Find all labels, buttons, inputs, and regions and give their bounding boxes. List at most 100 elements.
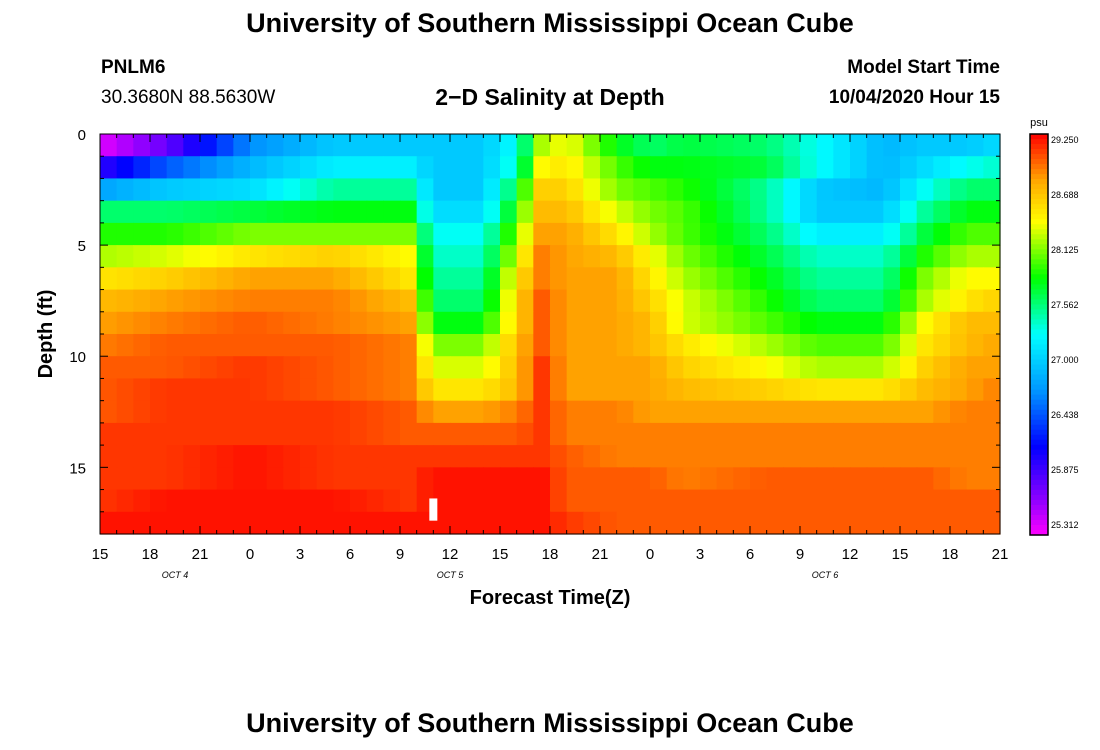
heatmap-cell bbox=[916, 134, 934, 157]
heatmap-cell bbox=[816, 156, 834, 180]
heatmap-cell bbox=[566, 334, 584, 357]
heatmap-cell bbox=[850, 356, 868, 380]
colorbar-segment bbox=[1030, 259, 1048, 265]
heatmap-cell bbox=[950, 378, 968, 402]
heatmap-cell bbox=[833, 378, 851, 402]
heatmap-cell bbox=[916, 200, 934, 224]
heatmap-cell bbox=[466, 311, 484, 335]
heatmap-cell bbox=[716, 245, 734, 268]
heatmap-cell bbox=[183, 267, 201, 291]
heatmap-cell bbox=[100, 289, 118, 313]
heatmap-cell bbox=[850, 289, 868, 313]
heatmap-cell bbox=[666, 511, 684, 535]
heatmap-cell bbox=[416, 200, 434, 224]
colorbar-segment bbox=[1030, 299, 1048, 306]
heatmap-cell bbox=[216, 222, 234, 246]
heatmap-cell bbox=[150, 445, 168, 468]
heatmap-cell bbox=[883, 178, 901, 202]
heatmap-cell bbox=[850, 200, 868, 224]
heatmap-cell bbox=[250, 311, 268, 335]
heatmap-cell bbox=[100, 134, 118, 157]
heatmap-cell bbox=[116, 311, 134, 335]
heatmap-cell bbox=[416, 156, 434, 180]
heatmap-cell bbox=[333, 489, 351, 513]
heatmap-cell bbox=[683, 178, 701, 202]
heatmap-cell bbox=[950, 222, 968, 246]
heatmap-cell bbox=[983, 289, 1001, 313]
heatmap-cell bbox=[616, 445, 634, 468]
heatmap-cell bbox=[883, 422, 901, 446]
x-tick-label: 12 bbox=[842, 546, 859, 563]
x-tick-label: 9 bbox=[396, 546, 404, 563]
heatmap-cell bbox=[300, 422, 318, 446]
heatmap-cell bbox=[133, 200, 151, 224]
heatmap-cell bbox=[483, 334, 501, 357]
heatmap-cell bbox=[300, 334, 318, 357]
colorbar-segment bbox=[1030, 209, 1048, 215]
heatmap-cell bbox=[483, 467, 501, 491]
heatmap-cell bbox=[433, 489, 451, 513]
heatmap-cell bbox=[850, 445, 868, 468]
heatmap-cell bbox=[533, 311, 551, 335]
heatmap-cell bbox=[100, 378, 118, 402]
heatmap-cell bbox=[233, 356, 251, 380]
heatmap-cell bbox=[750, 400, 768, 424]
heatmap-cell bbox=[216, 311, 234, 335]
heatmap-cell bbox=[400, 422, 418, 446]
heatmap-cell bbox=[466, 222, 484, 246]
heatmap-cell bbox=[333, 422, 351, 446]
colorbar-tick-label: 28.125 bbox=[1051, 245, 1079, 255]
heatmap-cell bbox=[700, 422, 718, 446]
heatmap-cell bbox=[433, 222, 451, 246]
heatmap-cell bbox=[616, 400, 634, 424]
heatmap-cell bbox=[233, 511, 251, 535]
heatmap-cell bbox=[816, 356, 834, 380]
heatmap-cell bbox=[200, 334, 218, 357]
heatmap-cell bbox=[850, 489, 868, 513]
heatmap-cell bbox=[683, 422, 701, 446]
colorbar-segment bbox=[1030, 139, 1048, 145]
heatmap-cell bbox=[466, 511, 484, 535]
heatmap-cell bbox=[483, 378, 501, 402]
heatmap-cell bbox=[716, 511, 734, 535]
heatmap-cell bbox=[950, 467, 968, 491]
heatmap-cell bbox=[666, 489, 684, 513]
heatmap-cell bbox=[616, 178, 634, 202]
heatmap-cell bbox=[700, 200, 718, 224]
heatmap-cell bbox=[833, 334, 851, 357]
heatmap-cell bbox=[733, 178, 751, 202]
station-coordinates: 30.3680N 88.5630W bbox=[101, 87, 276, 108]
heatmap-cell bbox=[666, 311, 684, 335]
heatmap-cell bbox=[700, 267, 718, 291]
heatmap-cell bbox=[550, 422, 568, 446]
heatmap-cell bbox=[233, 178, 251, 202]
heatmap-cell bbox=[733, 156, 751, 180]
heatmap-cell bbox=[950, 200, 968, 224]
heatmap-cell bbox=[516, 134, 534, 157]
heatmap-cell bbox=[916, 178, 934, 202]
heatmap-cell bbox=[433, 356, 451, 380]
heatmap-cell bbox=[533, 378, 551, 402]
heatmap-cell bbox=[133, 178, 151, 202]
colorbar-segment bbox=[1030, 334, 1048, 341]
heatmap-cell bbox=[866, 511, 884, 535]
heatmap-cell bbox=[216, 378, 234, 402]
heatmap-cell bbox=[950, 489, 968, 513]
heatmap-cell bbox=[816, 334, 834, 357]
heatmap-cell bbox=[550, 467, 568, 491]
heatmap-cell bbox=[783, 489, 801, 513]
heatmap-cell bbox=[716, 178, 734, 202]
colorbar-segment bbox=[1030, 179, 1048, 185]
colorbar-segment bbox=[1030, 279, 1048, 285]
heatmap-cell bbox=[983, 467, 1001, 491]
heatmap-cell bbox=[300, 178, 318, 202]
heatmap-cell bbox=[816, 222, 834, 246]
colorbar-segment bbox=[1030, 399, 1048, 406]
colorbar-segment bbox=[1030, 459, 1048, 466]
heatmap-cell bbox=[616, 356, 634, 380]
x-tick-label: 21 bbox=[592, 546, 609, 563]
heatmap-cell bbox=[516, 445, 534, 468]
heatmap-cell bbox=[283, 156, 301, 180]
heatmap-cell bbox=[766, 267, 784, 291]
heatmap-cell bbox=[616, 334, 634, 357]
